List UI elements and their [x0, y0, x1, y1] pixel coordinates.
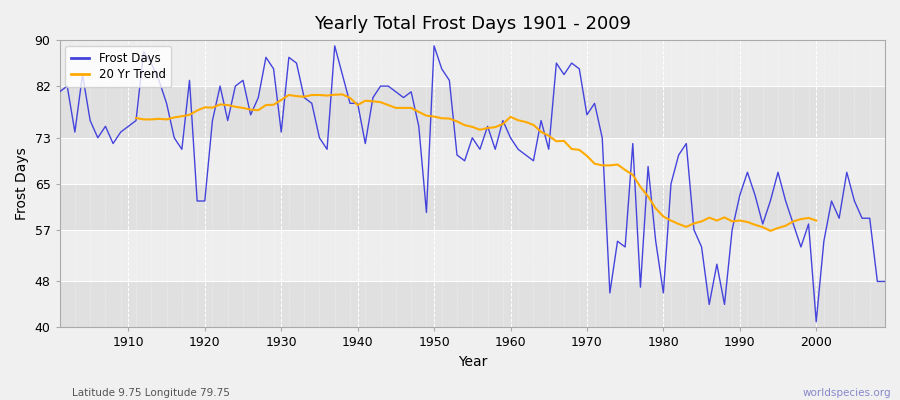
20 Yr Trend [612, 162, 623, 167]
20 Yr Trend [765, 228, 776, 233]
Bar [59, 230, 885, 282]
Frost Days [284, 55, 294, 60]
Frost Days [513, 147, 524, 152]
X-axis label: Year: Year [457, 355, 487, 369]
Line: 20 Yr Trend: 20 Yr Trend [136, 94, 816, 231]
20 Yr Trend [704, 215, 715, 220]
Bar [59, 86, 885, 138]
Bar [59, 282, 885, 328]
20 Yr Trend [796, 217, 806, 222]
Bar [59, 40, 885, 86]
20 Yr Trend [811, 218, 822, 223]
Text: worldspecies.org: worldspecies.org [803, 388, 891, 398]
Frost Days [329, 44, 340, 48]
Text: Latitude 9.75 Longitude 79.75: Latitude 9.75 Longitude 79.75 [72, 388, 230, 398]
Bar [59, 184, 885, 230]
Frost Days [54, 90, 65, 94]
Frost Days [811, 319, 822, 324]
Title: Yearly Total Frost Days 1901 - 2009: Yearly Total Frost Days 1901 - 2009 [314, 15, 631, 33]
20 Yr Trend [345, 96, 356, 100]
Frost Days [605, 290, 616, 295]
20 Yr Trend [337, 92, 347, 97]
Line: Frost Days: Frost Days [59, 46, 885, 322]
Bar [59, 138, 885, 184]
Legend: Frost Days, 20 Yr Trend: Frost Days, 20 Yr Trend [66, 46, 171, 87]
Frost Days [337, 72, 347, 77]
Frost Days [115, 130, 126, 134]
Frost Days [505, 135, 516, 140]
Y-axis label: Frost Days: Frost Days [15, 147, 29, 220]
20 Yr Trend [222, 103, 233, 108]
20 Yr Trend [130, 116, 141, 120]
Frost Days [879, 279, 890, 284]
20 Yr Trend [719, 215, 730, 220]
